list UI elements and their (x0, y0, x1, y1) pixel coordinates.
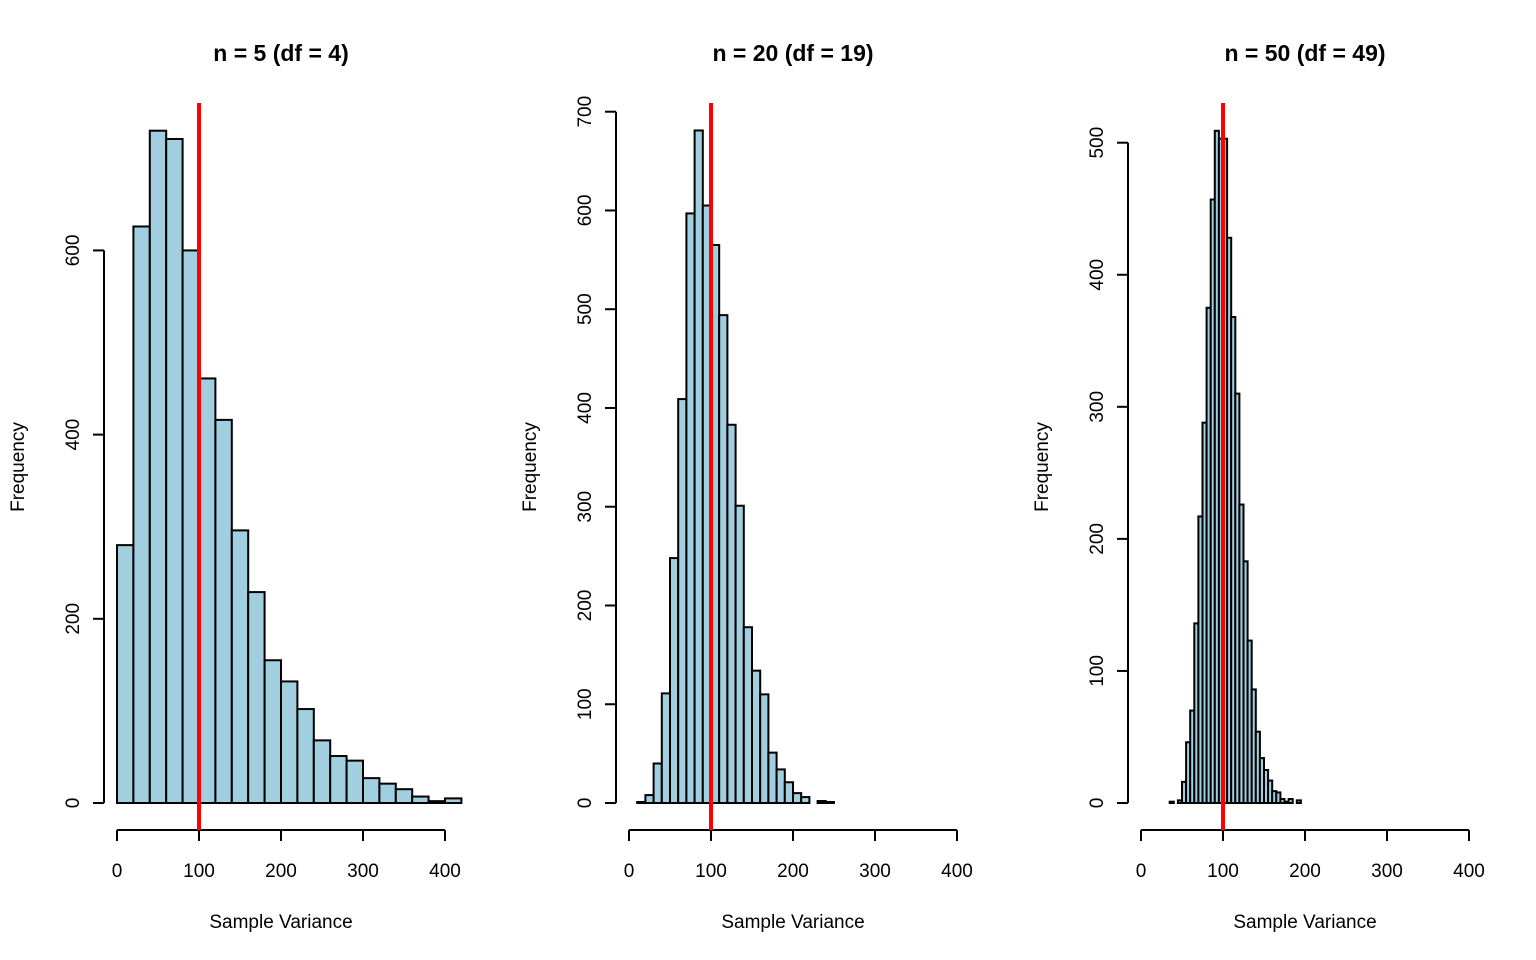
histogram-bar (362, 777, 381, 804)
histogram-bar (644, 794, 655, 804)
x-tick-label: 100 (183, 861, 215, 882)
chart-title: n = 5 (df = 4) (213, 40, 348, 66)
y-axis-label: Frequency (1032, 422, 1053, 512)
axes: 0 100 200 300 400 0 200 400 600 (63, 235, 461, 882)
y-tick-label: 400 (1087, 259, 1108, 291)
histogram-bar (148, 129, 168, 804)
histogram-bar (165, 137, 184, 804)
histogram-bar (751, 669, 762, 804)
y-tick-label: 300 (1087, 391, 1108, 423)
x-tick-label: 200 (777, 861, 809, 882)
histogram-bar (759, 693, 770, 804)
x-tick-label: 200 (265, 861, 297, 882)
histogram-bar (198, 377, 217, 804)
y-tick-label: 600 (63, 235, 84, 267)
histogram-bar (263, 659, 283, 804)
histogram-bar (718, 314, 729, 804)
histogram-bar (247, 591, 266, 804)
y-tick-label: 100 (575, 688, 596, 720)
histogram-bar (824, 801, 835, 805)
histogram-bar (792, 792, 803, 804)
x-tick-label: 400 (1453, 861, 1485, 882)
histogram-bar (669, 557, 680, 804)
x-tick-label: 100 (695, 861, 727, 882)
x-tick-label: 0 (112, 861, 123, 882)
histogram-bar (636, 801, 647, 805)
y-tick-label: 200 (63, 603, 84, 635)
bars (636, 129, 835, 805)
y-tick-label: 500 (1087, 127, 1108, 159)
histogram-bar (677, 398, 688, 804)
histogram-bar (660, 692, 671, 805)
y-tick-label: 700 (575, 96, 596, 128)
histogram-bar (296, 708, 315, 804)
x-tick-label: 0 (624, 861, 635, 882)
y-tick-label: 200 (575, 590, 596, 622)
x-axis-label: Sample Variance (1233, 912, 1376, 933)
y-tick-label: 500 (575, 293, 596, 325)
histogram-bar (312, 739, 332, 805)
histogram-bar (345, 759, 365, 804)
histogram-bar (427, 800, 447, 804)
y-axis-label: Frequency (8, 422, 29, 512)
histogram-bar (394, 788, 414, 804)
bars (1168, 129, 1302, 805)
histogram-bar (181, 249, 201, 804)
chart-title: n = 20 (df = 19) (712, 40, 873, 66)
histogram-bar (132, 225, 151, 804)
y-tick-label: 0 (63, 798, 84, 809)
histogram-bar (693, 129, 704, 804)
y-tick-label: 0 (575, 798, 596, 809)
histogram-bar (783, 781, 794, 804)
histogram-bar (230, 529, 250, 804)
histogram-bar (116, 544, 135, 805)
histogram-bar (767, 751, 778, 804)
x-tick-label: 300 (347, 861, 379, 882)
histogram-bar (742, 626, 753, 804)
histogram-bar (816, 800, 827, 804)
histogram-bar (800, 796, 811, 805)
histogram-bar (1275, 791, 1282, 804)
histogram-bar (280, 680, 299, 804)
y-axis-label: Frequency (520, 422, 541, 512)
histogram-bar (652, 762, 663, 804)
histogram-bar (329, 755, 348, 804)
x-axis-label: Sample Variance (721, 912, 864, 933)
x-tick-label: 0 (1136, 861, 1147, 882)
y-tick-label: 400 (575, 392, 596, 424)
x-tick-label: 100 (1207, 861, 1239, 882)
x-tick-label: 300 (859, 861, 891, 882)
histogram-panel-n20: n = 20 (df = 19) Sample Variance Frequen… (520, 40, 973, 933)
x-axis-label: Sample Variance (209, 912, 352, 933)
histogram-panel-n50: n = 50 (df = 49) Sample Variance Frequen… (1032, 40, 1485, 933)
histogram-bar (214, 418, 233, 804)
y-tick-label: 100 (1087, 655, 1108, 687)
bars (116, 129, 463, 805)
histogram-bar (1168, 800, 1175, 804)
histogram-bar (726, 423, 737, 804)
x-tick-label: 300 (1371, 861, 1403, 882)
histogram-bar (1295, 799, 1302, 805)
histogram-bar (444, 797, 463, 804)
x-tick-label: 400 (429, 861, 461, 882)
histogram-bar (378, 782, 397, 804)
chart-title: n = 50 (df = 49) (1224, 40, 1385, 66)
y-tick-label: 600 (575, 195, 596, 227)
y-tick-label: 300 (575, 491, 596, 523)
x-tick-label: 200 (1289, 861, 1321, 882)
axes: 0 100 200 300 400 0 100 200 300 400 500 (1087, 127, 1485, 882)
histogram-bar (775, 768, 786, 804)
axes: 0 100 200 300 400 0 100 200 300 400 500 600 700 (575, 96, 973, 882)
histogram-bar (411, 795, 430, 804)
x-tick-label: 400 (941, 861, 973, 882)
y-tick-label: 200 (1087, 523, 1108, 555)
histogram-panel-n5: n = 5 (df = 4) Sample Variance Frequency… (8, 40, 463, 933)
y-tick-label: 0 (1087, 798, 1108, 809)
y-tick-label: 400 (63, 419, 84, 451)
histogram-bar (734, 504, 745, 804)
histogram-bar (1287, 798, 1294, 805)
histogram-bar (685, 212, 696, 804)
